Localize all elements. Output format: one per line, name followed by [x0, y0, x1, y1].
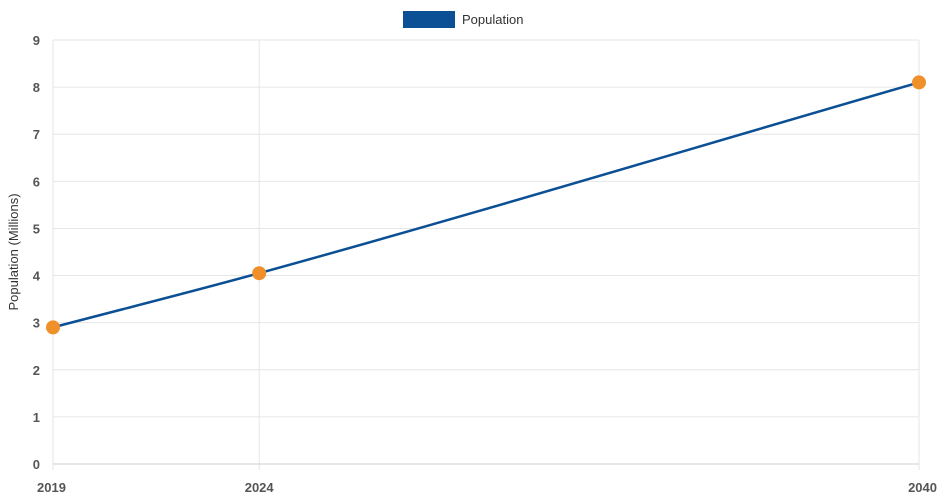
y-tick-label: 7	[33, 127, 40, 142]
legend-swatch-population	[403, 11, 455, 28]
data-point[interactable]	[46, 320, 60, 335]
y-tick-label: 0	[33, 457, 40, 472]
y-tick-label: 1	[33, 410, 40, 425]
y-tick-label: 3	[33, 316, 40, 331]
y-axis-title: Population (Millions)	[6, 193, 21, 310]
y-tick-label: 6	[33, 174, 40, 189]
y-tick-label: 9	[33, 33, 40, 48]
x-tick-label: 2019	[37, 480, 66, 495]
axes: 0 1 2 3 4 5 6 7 8 9 2019 2024 2040	[33, 33, 937, 495]
data-point[interactable]	[912, 75, 926, 90]
series-line-population	[52, 81, 920, 329]
y-tick-label: 5	[33, 221, 40, 236]
x-tick-label: 2040	[908, 480, 937, 495]
y-tick-label: 8	[33, 80, 40, 95]
data-point[interactable]	[252, 266, 267, 281]
y-tick-label: 2	[33, 363, 40, 378]
gridlines	[52, 39, 920, 470]
legend-label-population: Population	[462, 12, 523, 27]
y-tick-label: 4	[33, 269, 41, 284]
series-layer	[46, 75, 926, 335]
x-tick-label: 2024	[245, 480, 275, 495]
legend: Population	[403, 11, 523, 28]
